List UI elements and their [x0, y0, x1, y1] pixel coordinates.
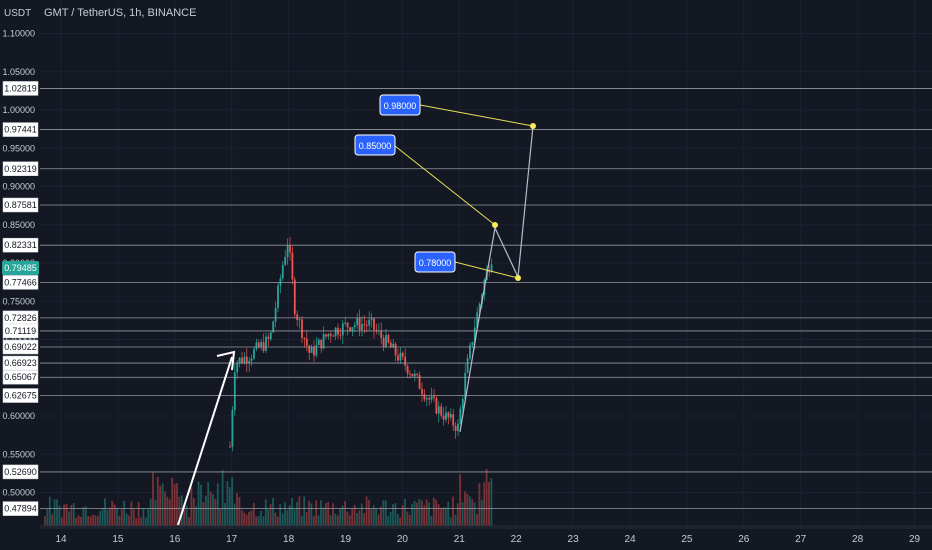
- target-label-098[interactable]: 0.98000: [379, 94, 421, 116]
- level-price-label: 0.52690: [4, 467, 37, 477]
- price-axis[interactable]: 1.10000 1.05000 1.00000 0.95000 0.90000 0.850…: [0, 0, 40, 530]
- candlesticks: [229, 236, 493, 452]
- white-trend-arrow-head: [216, 350, 236, 371]
- level-price-label: 0.71119: [5, 326, 36, 336]
- time-tick-label: 19: [340, 534, 352, 545]
- time-tick-label: 24: [624, 534, 636, 545]
- price-tick-label: 0.95000: [2, 143, 35, 153]
- target-label-085[interactable]: 0.85000: [354, 134, 396, 156]
- level-price-label: 0.87581: [4, 200, 37, 210]
- time-tick-label: 22: [511, 534, 523, 545]
- level-price-label: 0.72826: [4, 313, 37, 323]
- price-tick-label: 0.85000: [2, 220, 35, 230]
- level-price-label: 1.02819: [4, 83, 37, 93]
- target-point-098[interactable]: [530, 123, 536, 129]
- target-annotations[interactable]: 0.98000 0.85000 0.78000: [354, 94, 536, 281]
- target-label-078[interactable]: 0.78000: [414, 251, 456, 273]
- price-tick-label: 0.70000: [2, 335, 35, 345]
- projection-path: [459, 125, 534, 433]
- time-tick-label: 17: [226, 534, 238, 545]
- level-price-label: 0.97441: [4, 125, 37, 135]
- price-tick-label: 0.50000: [2, 488, 35, 498]
- time-tick-label: 14: [55, 534, 67, 545]
- time-tick-label: 27: [795, 534, 807, 545]
- target-line-085: [394, 145, 496, 226]
- time-tick-label: 26: [738, 534, 750, 545]
- price-tick-label: 0.60000: [2, 411, 35, 421]
- time-tick-label: 21: [454, 534, 466, 545]
- price-tick-label: 0.75000: [2, 296, 35, 306]
- time-tick-label: 25: [681, 534, 693, 545]
- target-point-085[interactable]: [492, 222, 498, 228]
- currency-label: USDT: [4, 8, 32, 19]
- time-axis[interactable]: 14 15 16 17 18 19 20 21 22 23 24 25 26 27 28 29: [0, 527, 932, 550]
- time-tick-label: 29: [909, 534, 921, 545]
- time-tick-label: 20: [397, 534, 409, 545]
- volume-bars: [40, 468, 932, 527]
- target-line-078: [454, 261, 519, 279]
- target-line-098: [419, 104, 534, 127]
- price-tick-label: 1.10000: [2, 29, 35, 39]
- time-tick-label: 15: [112, 534, 124, 545]
- level-price-label: 0.69022: [4, 342, 37, 352]
- time-tick-label: 16: [169, 534, 181, 545]
- price-tick-label: 1.05000: [2, 67, 35, 77]
- time-tick-label: 28: [852, 534, 864, 545]
- symbol-info: GMT / TetherUS, 1h, BINANCE: [44, 7, 197, 19]
- time-tick-label: 23: [568, 534, 580, 545]
- level-price-label: 0.92319: [4, 164, 37, 174]
- svg-text:0.78000: 0.78000: [419, 258, 452, 268]
- time-tick-label: 18: [283, 534, 295, 545]
- level-price-label: 0.65067: [4, 372, 37, 382]
- horizontal-level-lines[interactable]: [40, 88, 932, 510]
- white-trend-arrow-line: [177, 356, 233, 526]
- price-tick-label: 0.55000: [2, 449, 35, 459]
- level-price-label: 0.82331: [4, 240, 37, 250]
- last-price-badge: 0.79485: [2, 261, 39, 275]
- target-point-078[interactable]: [515, 275, 521, 281]
- level-price-label: 0.62675: [4, 391, 37, 401]
- price-tick-label: 1.00000: [2, 105, 35, 115]
- level-price-label: 0.47894: [4, 504, 37, 514]
- svg-text:0.98000: 0.98000: [384, 101, 417, 111]
- price-tick-label: 0.90000: [2, 182, 35, 192]
- svg-text:0.85000: 0.85000: [359, 141, 392, 151]
- level-price-label: 0.77466: [4, 277, 37, 287]
- grid-lines: [40, 0, 932, 528]
- level-price-label: 0.66923: [4, 358, 37, 368]
- svg-text:0.79485: 0.79485: [4, 263, 37, 273]
